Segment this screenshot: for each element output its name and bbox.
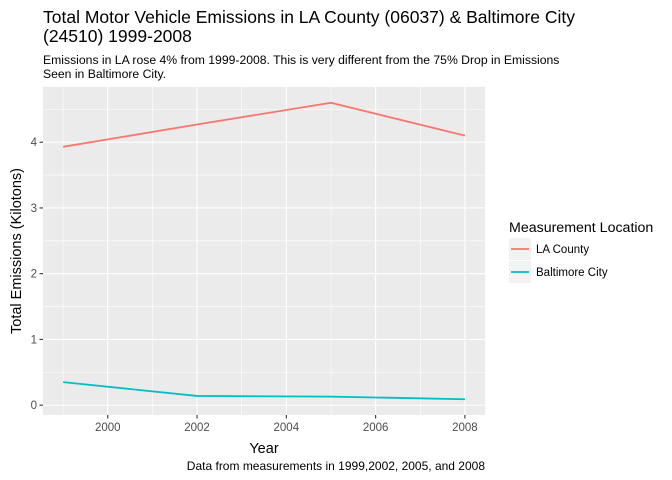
x-tick-label: 2002 [184,422,210,434]
legend-item-la-county: LA County [509,238,589,260]
y-tick-label: 4 [31,137,38,149]
chart-subtitle-line-2: Seen in Baltimore City. [43,67,166,81]
series-lines [62,101,466,401]
x-tick-label: 2004 [274,422,300,434]
legend-label: Baltimore City [536,267,608,279]
chart-title: Total Motor Vehicle Emissions in LA Coun… [43,7,575,46]
x-tick-label: 2008 [452,422,478,434]
y-tick-label: 3 [31,203,37,215]
legend-label: LA County [536,244,589,256]
series-line-la-county [62,101,466,148]
plot-panel [43,87,485,415]
chart-caption: Data from measurements in 1999,2002, 200… [187,459,486,473]
x-tick-label: 2000 [95,422,121,434]
chart-title-line-2: (24510) 1999-2008 [43,26,192,46]
chart-subtitle-line-1: Emissions in LA rose 4% from 1999-2008. … [43,53,559,67]
grid-major [43,87,485,415]
legend-item-baltimore-city: Baltimore City [509,261,608,283]
chart-subtitle: Emissions in LA rose 4% from 1999-2008. … [43,53,559,81]
chart-title-line-1: Total Motor Vehicle Emissions in LA Coun… [43,7,575,27]
x-tick-label: 2006 [363,422,389,434]
y-tick-label: 2 [31,269,37,281]
y-tick-label: 0 [31,400,37,412]
y-tick-label: 1 [31,334,37,346]
y-axis-title: Total Emissions (Kilotons) [9,168,25,334]
legend-title: Measurement Location [509,220,653,236]
legend-items: LA County Baltimore City [509,238,608,283]
legend: Measurement Location LA County Baltimore … [509,220,653,283]
x-axis-title: Year [249,441,278,457]
x-axis-ticks: 2000 2002 2004 2006 2008 [95,415,478,434]
y-axis-ticks: 0 1 2 3 4 [31,137,43,412]
series-line-baltimore-city [62,381,465,401]
